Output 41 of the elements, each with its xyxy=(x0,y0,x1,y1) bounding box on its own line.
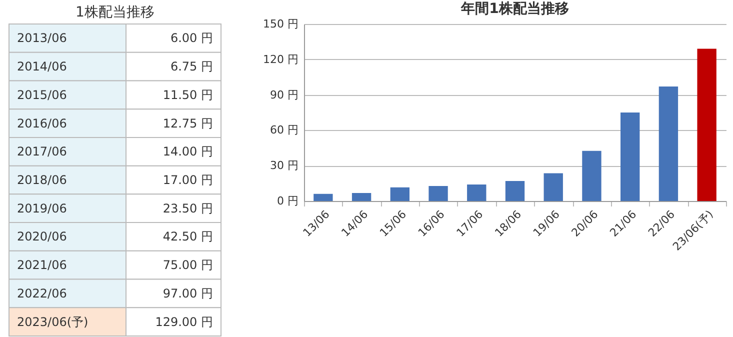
y-tick-label: 150 円 xyxy=(263,18,298,30)
y-tick-label: 120 円 xyxy=(263,52,298,66)
bar xyxy=(352,193,372,201)
category-label: 2013/06 xyxy=(17,31,67,46)
bar xyxy=(467,184,486,201)
category-label: 2021/06 xyxy=(17,258,67,272)
y-tick-label: 90 円 xyxy=(270,88,298,102)
category-label: 2017/06 xyxy=(17,144,67,159)
bar xyxy=(697,48,716,201)
text: 17.00 円 xyxy=(162,173,213,187)
y-tick-label: 60 円 xyxy=(270,124,298,137)
text: 23.50 円 xyxy=(162,201,213,216)
bar xyxy=(544,173,563,201)
category-label: 2020/06 xyxy=(17,230,67,244)
text: 42.50 円 xyxy=(162,230,213,244)
text: 129.00 円 xyxy=(155,314,213,329)
category-label: 2014/06 xyxy=(17,60,67,74)
category-label: 2019/06 xyxy=(17,201,67,216)
category-label: 2023/06(予) xyxy=(17,314,88,329)
category-label: 2016/06 xyxy=(17,116,67,130)
category-label: 2015/06 xyxy=(17,88,67,102)
bar xyxy=(390,187,410,201)
bar xyxy=(582,150,602,201)
bar xyxy=(505,180,525,201)
y-tick-label: 0 円 xyxy=(277,194,298,208)
y-tick-label: 30 円 xyxy=(270,159,298,172)
text: 75.00 円 xyxy=(162,258,213,272)
bar xyxy=(658,86,678,201)
text: 6.75 円 xyxy=(170,60,213,74)
text: 6.00 円 xyxy=(170,31,213,46)
text: 97.00 円 xyxy=(162,286,213,300)
text: 14.00 円 xyxy=(162,144,213,159)
bar xyxy=(314,194,333,201)
chart-title: 年間1株配当推移 xyxy=(460,1,569,17)
text: 12.75 円 xyxy=(162,116,213,130)
text: 11.50 円 xyxy=(162,88,213,102)
text: 1株配当推移 xyxy=(76,4,154,20)
bar xyxy=(620,112,640,201)
category-label: 2018/06 xyxy=(17,173,67,187)
category-label: 2022/06 xyxy=(17,286,67,300)
bar xyxy=(428,186,448,201)
